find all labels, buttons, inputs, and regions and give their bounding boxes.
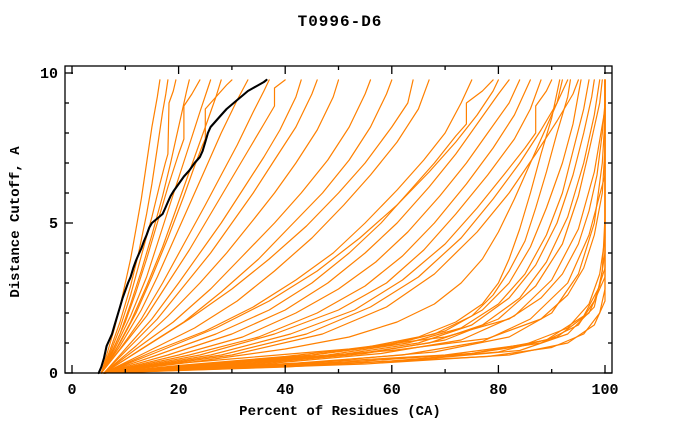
x-tick-label: 80 [489,382,507,399]
curve-model-25 [103,79,569,374]
curve-model-13 [103,79,318,374]
curve-model-06 [100,79,212,374]
x-tick-label: 40 [276,382,294,399]
curve-model-10 [100,79,270,374]
x-tick-label: 60 [383,382,401,399]
x-tick-label: 20 [170,382,188,399]
curve-model-35 [103,79,603,374]
curve-highlighted-model [97,78,268,375]
curve-model-44 [103,79,606,374]
curve-model-03 [100,79,177,374]
curve-model-22 [103,79,532,374]
curve-model-08 [100,79,233,374]
x-tick-label: 100 [591,382,618,399]
chart-title: T0996-D6 [297,13,383,31]
curve-model-09 [100,79,249,374]
y-tick-label: 5 [49,216,58,233]
curve-model-34 [103,79,601,374]
curve-model-24 [103,79,553,374]
x-tick-label: 0 [67,382,76,399]
y-tick-label: 0 [49,366,58,383]
curve-model-45 [103,79,606,374]
curve-model-02 [100,79,169,374]
y-axis-label: Distance Cutoff, A [8,146,24,298]
curve-model-23 [103,79,542,374]
curve-model-42 [103,79,606,374]
curve-model-11 [100,79,286,374]
curve-model-27 [103,79,414,374]
curve-model-18 [103,79,473,374]
x-axis-label: Percent of Residues (CA) [239,404,441,420]
curve-model-43 [103,79,606,374]
curve-model-17 [103,79,430,374]
curve-model-31 [103,79,582,374]
y-tick-label: 10 [40,66,58,83]
curve-model-14 [103,79,340,374]
curve-model-26 [103,79,580,374]
curve-model-12 [103,79,302,374]
curve-model-48 [103,79,564,374]
curve-model-05 [100,79,201,374]
curve-model-28 [103,79,499,374]
curve-model-36 [103,79,606,374]
curve-model-46 [103,79,606,374]
curve-model-15 [103,79,372,374]
curve-model-20 [103,79,510,374]
curve-model-47 [103,79,606,374]
curve-model-01 [100,79,161,374]
curve-model-32 [103,79,590,374]
curve-model-38 [103,79,606,374]
curve-model-21 [103,79,521,374]
curve-model-29 [103,79,561,374]
